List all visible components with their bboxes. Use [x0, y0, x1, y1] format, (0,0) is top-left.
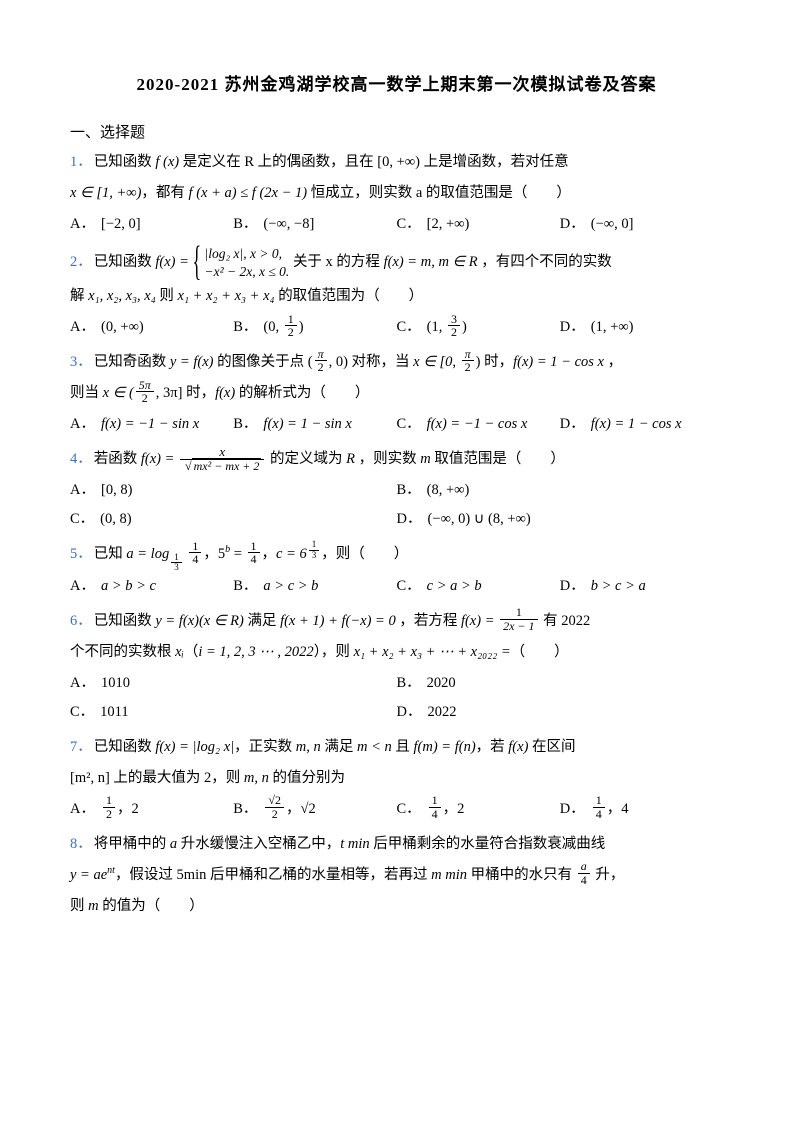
- q1-opt-b: B．(−∞, −8]: [233, 210, 396, 239]
- q2-l2b: 则: [156, 288, 178, 304]
- q6-opt-b: B．2020: [397, 669, 724, 698]
- q4-opt-a: A．[0, 8): [70, 476, 397, 505]
- q2-t1: 已知函数: [94, 254, 156, 270]
- q2-l2c: 的取值范围为: [275, 288, 366, 304]
- q3-opt-a: A．f(x) = −1 − sin x: [70, 410, 233, 439]
- question-6: 6．已知函数 y = f(x)(x ∈ R) 满足 f(x + 1) + f(−…: [70, 607, 723, 636]
- q1-opt-c: C．[2, +∞): [397, 210, 560, 239]
- question-1: 1．已知函数 f (x) 是定义在 R 上的偶函数，且在 [0, +∞) 上是增…: [70, 148, 723, 177]
- q6-opt-c: C．1011: [70, 698, 397, 727]
- q2-options: A．(0, +∞) B．(0, 12) C．(1, 32) D．(1, +∞): [70, 313, 723, 342]
- question-2: 2．已知函数 f(x) = |log₂ x|, x > 0,−x² − 2x, …: [70, 245, 723, 280]
- q2-opt-c: C．(1, 32): [397, 313, 560, 342]
- question-6-line2: 个不同的实数根 xᵢ（i = 1, 2, 3 ⋯ , 2022），则 x₁ + …: [70, 638, 723, 667]
- q1-text-5: 恒成立，则实数 a 的取值范围是: [307, 185, 513, 201]
- q7-opt-c: C．14，2: [397, 795, 560, 824]
- question-8: 8．将甲桶中的 a 升水缓慢注入空桶乙中，t min 后甲桶剩余的水量符合指数衰…: [70, 830, 723, 859]
- q6-number: 6．: [70, 613, 92, 629]
- q1-text-3: 上是增函数，若对任意: [420, 154, 569, 170]
- q7-opt-a: A．12，2: [70, 795, 233, 824]
- q5-opt-b: B．a > c > b: [233, 572, 396, 601]
- q3-options: A．f(x) = −1 − sin x B．f(x) = 1 − sin x C…: [70, 410, 723, 439]
- section-heading: 一、选择题: [70, 121, 723, 142]
- q1-blank: （ ）: [513, 185, 571, 201]
- q6-options: A．1010 B．2020 C．1011 D．2022: [70, 669, 723, 727]
- q2-sum: x₁ + x₂ + x₃ + x₄: [178, 288, 275, 304]
- question-3-line2: 则当 x ∈ (5π2, 3π] 时，f(x) 的解析式为（ ）: [70, 379, 723, 408]
- q6-opt-d: D．2022: [397, 698, 724, 727]
- question-7-line2: [m², n] 上的最大值为 2，则 m, n 的值分别为: [70, 764, 723, 793]
- q1-opt-d: D．(−∞, 0]: [560, 210, 723, 239]
- q1-xin: x ∈ [1, +∞): [70, 185, 141, 201]
- q5-number: 5．: [70, 546, 92, 562]
- q6-opt-a: A．1010: [70, 669, 397, 698]
- q5-opt-d: D．b > c > a: [560, 572, 723, 601]
- q2-eq: f(x) = m, m ∈ R: [384, 254, 478, 270]
- question-1-line2: x ∈ [1, +∞)，都有 f (x + a) ≤ f (2x − 1) 恒成…: [70, 179, 723, 208]
- q1-fx: f (x): [155, 154, 179, 170]
- q2-t2: 关于 x 的方程: [289, 254, 383, 270]
- q1-opt-a: A．[−2, 0]: [70, 210, 233, 239]
- q7-options: A．12，2 B．√22，√2 C．14，2 D．14，4: [70, 795, 723, 824]
- q1-options: A．[−2, 0] B．(−∞, −8] C．[2, +∞) D．(−∞, 0]: [70, 210, 723, 239]
- q2-roots: x₁, x₂, x₃, x₄: [88, 288, 156, 304]
- q5-opt-c: C．c > a > b: [397, 572, 560, 601]
- q2-opt-d: D．(1, +∞): [560, 313, 723, 342]
- q3-opt-d: D．f(x) = 1 − cos x: [560, 410, 723, 439]
- q1-text-4: ，都有: [141, 185, 188, 201]
- q3-opt-c: C．f(x) = −1 − cos x: [397, 410, 560, 439]
- question-3: 3．已知奇函数 y = f(x) 的图像关于点 (π2, 0) 对称，当 x ∈…: [70, 348, 723, 377]
- q2-l2a: 解: [70, 288, 88, 304]
- q2-opt-a: A．(0, +∞): [70, 313, 233, 342]
- q8-number: 8．: [70, 836, 92, 852]
- q2-t3: ，有四个不同的实数: [478, 254, 612, 270]
- q7-opt-d: D．14，4: [560, 795, 723, 824]
- q5-opt-a: A．a > b > c: [70, 572, 233, 601]
- q7-number: 7．: [70, 739, 92, 755]
- q1-text-1: 已知函数: [94, 154, 156, 170]
- question-7: 7．已知函数 f(x) = |log₂ x|，正实数 m, n 满足 m < n…: [70, 733, 723, 762]
- q4-opt-c: C．(0, 8): [70, 505, 397, 534]
- page-title: 2020-2021 苏州金鸡湖学校高一数学上期末第一次模拟试卷及答案: [70, 70, 723, 95]
- question-8-line2: y = aent，假设过 5min 后甲桶和乙桶的水量相等，若再过 m min …: [70, 861, 723, 890]
- exam-page: 2020-2021 苏州金鸡湖学校高一数学上期末第一次模拟试卷及答案 一、选择题…: [0, 0, 793, 1122]
- q2-pre: f(x) =: [155, 254, 192, 270]
- q4-opt-b: B．(8, +∞): [397, 476, 724, 505]
- q3-number: 3．: [70, 354, 92, 370]
- q7-opt-b: B．√22，√2: [233, 795, 396, 824]
- q1-interval: [0, +∞): [377, 154, 420, 170]
- question-2-line2: 解 x₁, x₂, x₃, x₄ 则 x₁ + x₂ + x₃ + x₄ 的取值…: [70, 282, 723, 311]
- q1-ineq: f (x + a) ≤ f (2x − 1): [189, 185, 308, 201]
- q1-number: 1．: [70, 154, 92, 170]
- q2-opt-b: B．(0, 12): [233, 313, 396, 342]
- q1-text-2: 是定义在 R 上的偶函数，且在: [179, 154, 377, 170]
- q4-number: 4．: [70, 451, 92, 467]
- question-4: 4．若函数 f(x) = xmx² − mx + 2 的定义域为 R ，则实数 …: [70, 445, 723, 474]
- q5-options: A．a > b > c B．a > c > b C．c > a > b D．b …: [70, 572, 723, 601]
- q4-opt-d: D．(−∞, 0) ∪ (8, +∞): [397, 505, 724, 534]
- question-8-line3: 则 m 的值为（ ）: [70, 892, 723, 921]
- q2-piecewise: |log₂ x|, x > 0,−x² − 2x, x ≤ 0.: [193, 245, 290, 280]
- q2-blank: （ ）: [365, 288, 423, 304]
- q2-number: 2．: [70, 254, 92, 270]
- q4-options: A．[0, 8) B．(8, +∞) C．(0, 8) D．(−∞, 0) ∪ …: [70, 476, 723, 534]
- question-5: 5．已知 a = log13 14，5b = 14，c = 613，则（ ）: [70, 540, 723, 570]
- q3-opt-b: B．f(x) = 1 − sin x: [233, 410, 396, 439]
